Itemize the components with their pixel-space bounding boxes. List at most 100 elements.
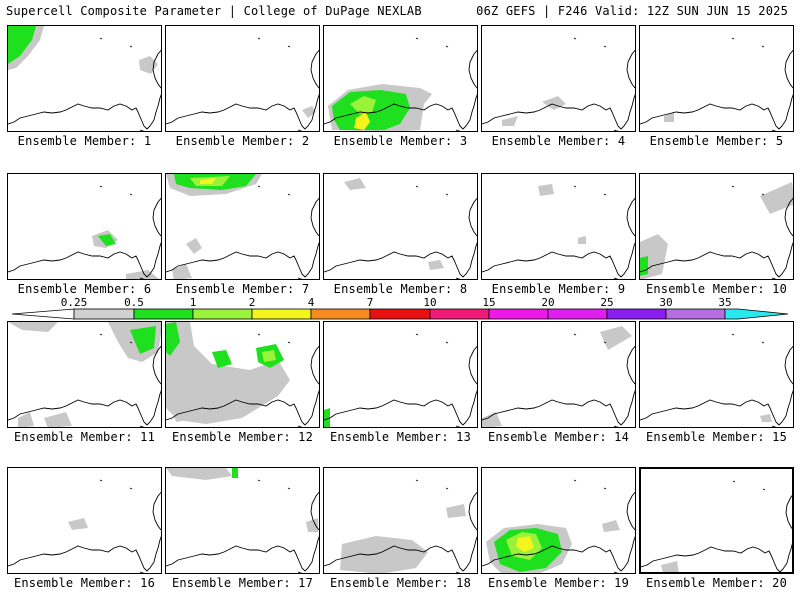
map-feature: [99, 479, 103, 482]
colorbar-tick-label: 1: [189, 296, 197, 309]
scp-contour-gray: [172, 404, 196, 422]
coastline: [640, 94, 793, 130]
member-15-map: [639, 321, 794, 428]
member-15-label: Ensemble Member: 15: [645, 430, 788, 444]
colorbar-segment: [606, 308, 667, 320]
colorbar-tick-label: 0.5: [124, 296, 144, 309]
scp-contour-gray: [760, 182, 793, 214]
scp-contour-gray: [18, 412, 34, 427]
member-4-label: Ensemble Member: 4: [491, 134, 626, 148]
member-5-map: [639, 25, 794, 132]
map-feature: [731, 185, 735, 188]
coastline: [482, 390, 635, 426]
member-map-canvas: [482, 37, 635, 131]
member-9-map: [481, 173, 636, 280]
map-feature: [761, 45, 765, 48]
map-feature: [603, 193, 607, 196]
colorbar-segment: [488, 308, 549, 320]
colorbar-left-arrow: [12, 308, 75, 320]
scp-contour-gray: [302, 106, 316, 118]
map-feature: [415, 333, 419, 336]
coastline: [152, 197, 161, 237]
coastline: [468, 197, 477, 237]
coastline: [613, 277, 619, 279]
member-map-canvas: [324, 333, 477, 427]
coastline: [640, 242, 793, 278]
scp-contour-green: [8, 26, 36, 64]
member-3-map: [323, 25, 478, 132]
colorbar-tick-label: 25: [600, 296, 614, 309]
scp-contour-yellow: [354, 112, 370, 130]
member-11-label: Ensemble Member: 11: [13, 430, 156, 444]
colorbar-segment: [133, 308, 194, 320]
map-feature: [761, 193, 765, 196]
member-1-map: [7, 25, 162, 132]
map-feature: [257, 333, 261, 336]
coastline: [771, 129, 777, 131]
coastline: [310, 197, 319, 237]
coastline: [166, 242, 319, 278]
coastline: [139, 571, 145, 573]
coastline: [166, 390, 319, 426]
colorbar-segment: [310, 308, 371, 320]
map-feature: [603, 341, 607, 344]
map-feature: [257, 185, 261, 188]
member-map-canvas: [324, 37, 477, 131]
member-map-canvas: [482, 479, 635, 573]
member-10-map: [639, 173, 794, 280]
scp-contour-yellow: [516, 536, 534, 552]
map-feature: [99, 333, 103, 336]
map-feature: [603, 45, 607, 48]
member-12-label: Ensemble Member: 12: [171, 430, 314, 444]
coastline: [324, 94, 477, 130]
colorbar-segment: [73, 308, 135, 320]
map-feature: [257, 37, 261, 40]
coastline: [324, 536, 477, 572]
map-feature: [445, 487, 449, 490]
scp-contour-gray: [446, 504, 466, 518]
coastline: [640, 390, 793, 426]
colorbar-tick-label: 15: [482, 296, 496, 309]
color-scale-bar: [12, 308, 788, 320]
map-feature: [762, 488, 766, 491]
member-14-map: [481, 321, 636, 428]
coastline: [324, 390, 477, 426]
scp-contour-gray: [428, 260, 444, 270]
coastline: [784, 49, 793, 89]
member-12-map: [165, 321, 320, 428]
coastline: [482, 536, 635, 572]
coastline: [297, 425, 303, 427]
member-map-canvas: [482, 184, 635, 279]
member-1-label: Ensemble Member: 1: [17, 134, 152, 148]
map-feature: [129, 487, 133, 490]
member-6-map: [7, 173, 162, 280]
map-feature: [287, 341, 291, 344]
colorbar-segment: [251, 308, 312, 320]
colorbar-segment: [665, 308, 726, 320]
map-feature: [415, 37, 419, 40]
coastline: [455, 277, 461, 279]
scp-contour-gray: [306, 518, 318, 532]
member-map-canvas: [166, 37, 319, 131]
map-feature: [287, 487, 291, 490]
member-8-label: Ensemble Member: 8: [333, 282, 468, 296]
scp-contour-gray: [68, 518, 88, 530]
scp-contour-lightgreen: [262, 350, 276, 362]
member-3-label: Ensemble Member: 3: [333, 134, 468, 148]
scp-contour-gray: [602, 520, 620, 532]
member-7-label: Ensemble Member: 7: [175, 282, 310, 296]
scp-contour-gray: [186, 238, 202, 254]
coastline: [139, 129, 145, 131]
map-feature: [731, 333, 735, 336]
member-9-label: Ensemble Member: 9: [491, 282, 626, 296]
scp-contour-green: [98, 234, 116, 246]
coastline: [641, 543, 792, 572]
coastline: [773, 573, 779, 574]
coastline: [152, 49, 161, 89]
member-map-canvas: [640, 37, 793, 131]
map-feature: [732, 480, 736, 483]
map-feature: [257, 479, 261, 482]
member-17-map: [165, 467, 320, 574]
colorbar-segment: [369, 308, 431, 320]
scp-contour-green: [212, 350, 232, 368]
